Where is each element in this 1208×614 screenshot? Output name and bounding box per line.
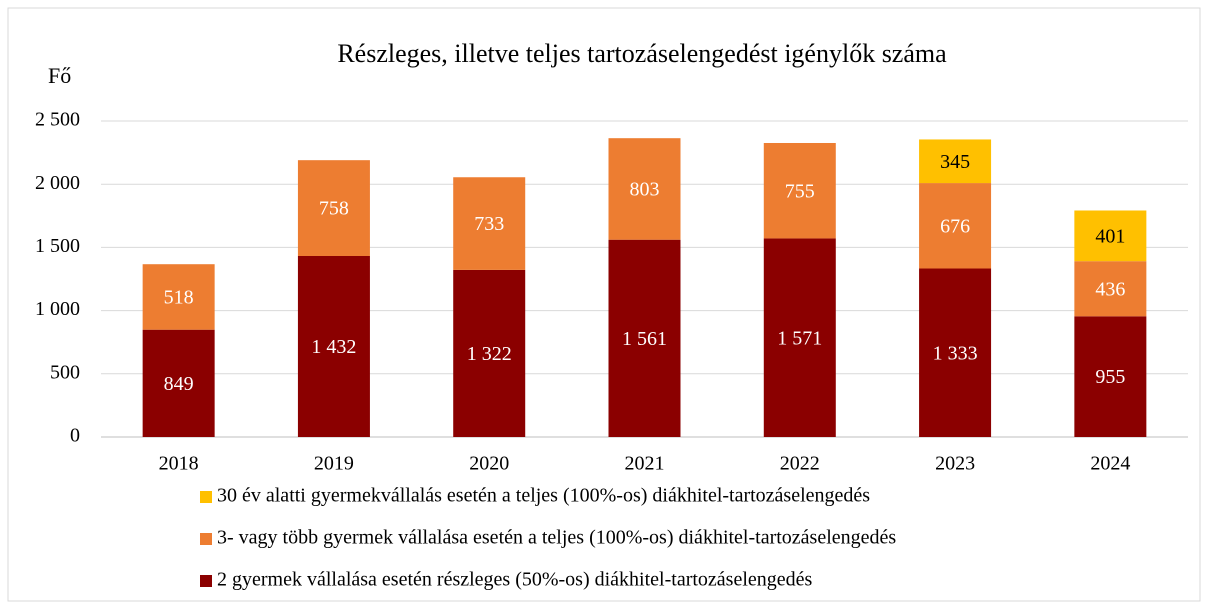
legend-swatch: [200, 491, 212, 503]
bar-segment: [1074, 210, 1147, 262]
x-tick-label: 2023: [935, 453, 975, 475]
legend-label: 2 gyermek vállalása esetén részleges (50…: [217, 569, 813, 591]
y-tick-label: 2 500: [35, 109, 80, 131]
data-label: 1 322: [467, 343, 512, 365]
x-tick-label: 2024: [1090, 453, 1130, 475]
data-label: 1 571: [777, 327, 822, 349]
bar-segment: [608, 239, 681, 437]
legend-label: 3- vagy több gyermek vállalása esetén a …: [217, 527, 896, 549]
legend-label: 30 év alatti gyermekvállalás esetén a te…: [217, 485, 870, 507]
data-label: 518: [164, 287, 194, 309]
bar-segment: [919, 139, 992, 184]
chart-title: Részleges, illetve teljes tartozáselenge…: [337, 39, 947, 68]
y-tick-label: 1 500: [35, 235, 80, 257]
y-tick-label: 1 000: [35, 298, 80, 320]
y-tick-label: 2 000: [35, 172, 80, 194]
x-tick-label: 2021: [625, 453, 665, 475]
data-label: 955: [1095, 366, 1125, 388]
bar-segment: [919, 183, 992, 269]
bar-segment: [142, 264, 215, 330]
bar-segment: [297, 160, 370, 256]
data-label: 758: [319, 198, 349, 220]
bar-segment: [919, 268, 992, 437]
y-axis-label: Fő: [48, 63, 71, 88]
bar-segment: [763, 238, 836, 437]
data-label: 436: [1095, 278, 1125, 300]
data-label: 676: [940, 215, 970, 237]
data-label: 401: [1095, 225, 1125, 247]
data-label: 1 333: [933, 342, 978, 364]
bar-segment: [1074, 316, 1147, 437]
data-label: 1 432: [311, 336, 356, 358]
y-tick-label: 500: [50, 361, 80, 383]
bar-segment: [297, 255, 370, 437]
bar-segment: [453, 177, 526, 270]
bar-segment: [453, 269, 526, 437]
y-tick-label: 0: [70, 425, 80, 447]
data-label: 1 561: [622, 328, 667, 350]
bar-segment: [763, 142, 836, 239]
data-label: 345: [940, 151, 970, 173]
x-tick-label: 2020: [469, 453, 509, 475]
data-label: 733: [474, 213, 504, 235]
data-label: 849: [164, 373, 194, 395]
x-tick-label: 2019: [314, 453, 354, 475]
bar-segment: [1074, 261, 1147, 317]
data-label: 803: [630, 179, 660, 201]
x-tick-label: 2018: [159, 453, 199, 475]
bar-segment: [608, 138, 681, 240]
x-tick-label: 2022: [780, 453, 820, 475]
data-label: 755: [785, 180, 815, 202]
legend-swatch: [200, 533, 212, 545]
bar-segment: [142, 329, 215, 437]
legend-swatch: [200, 575, 212, 587]
